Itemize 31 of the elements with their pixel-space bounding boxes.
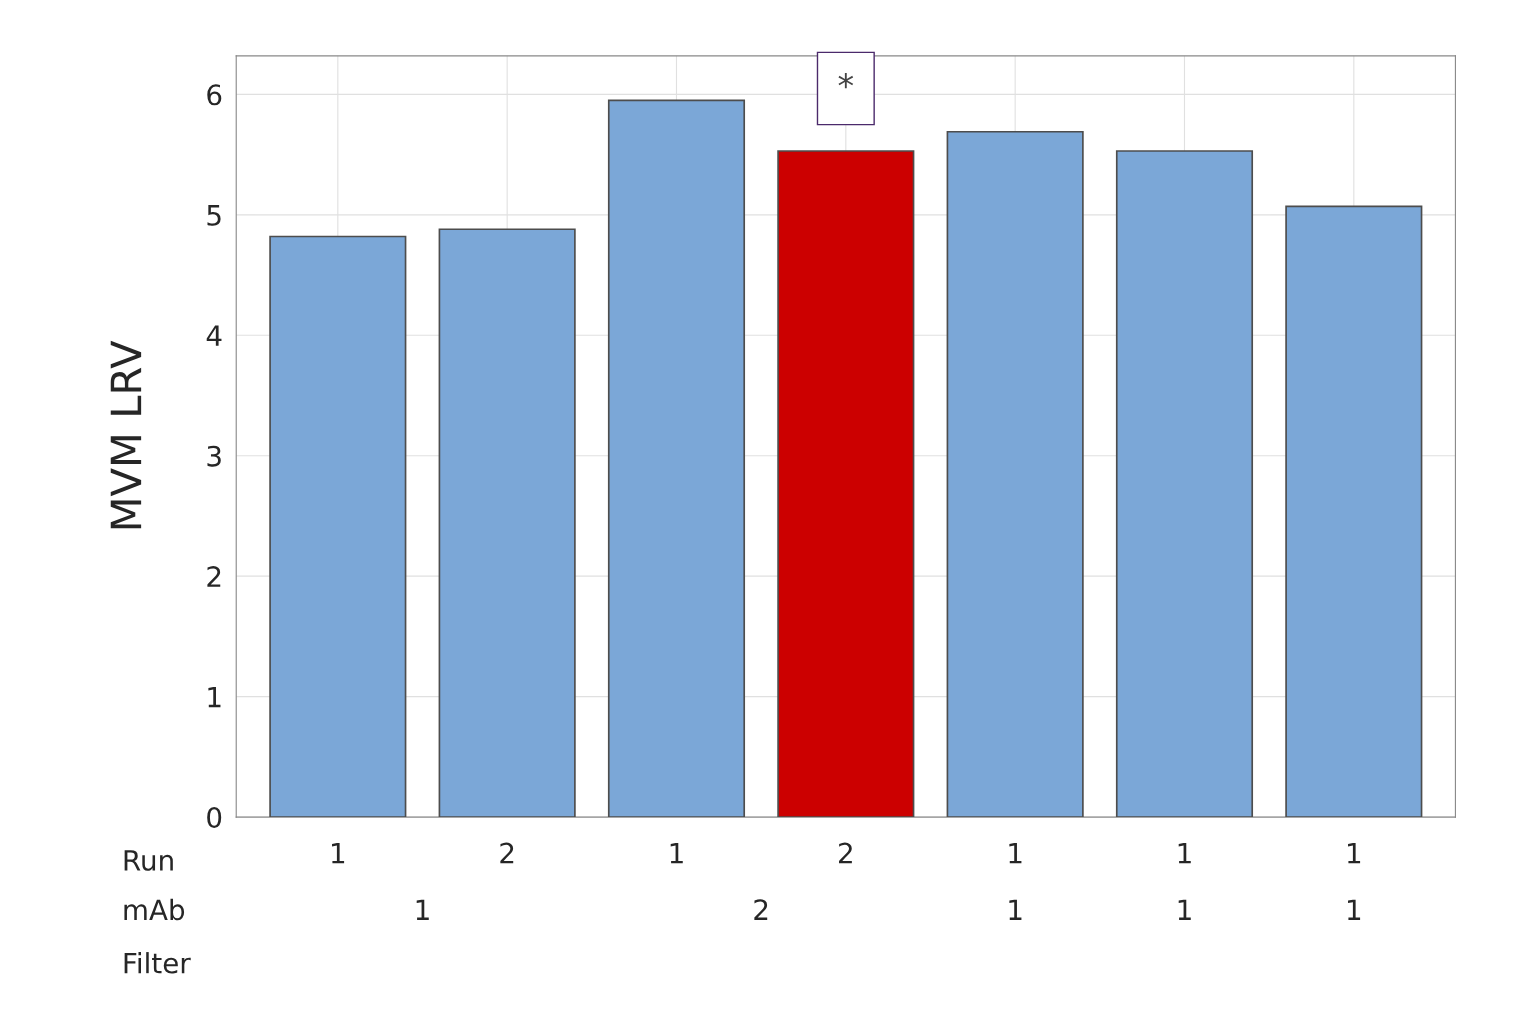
y-tick-label: 0 [207,807,222,829]
y-tick-label: 3 [207,445,221,467]
text: 1 [1178,899,1191,920]
text: 1 [416,899,429,920]
x-tick-label: 1 [1178,842,1191,864]
x-tick-label: 1 [1009,842,1022,864]
annotation: * [838,72,854,89]
x-tick-label: 1 [1348,842,1361,864]
text: 1 [1009,899,1022,920]
y-tick-label: 1 [208,686,221,708]
bar [946,130,1084,818]
text: 1 [1348,899,1361,920]
y-tick-label: 5 [207,205,221,226]
x-tick-label: 2 [839,842,852,864]
x-tick-label: 1 [670,842,683,864]
y-tick-label: 2 [207,566,221,587]
bar [269,235,407,818]
y-tick-label: 4 [206,325,222,346]
x-tick-label: 1 [332,842,345,864]
bar [1115,150,1254,818]
y-tick-label: 6 [207,84,222,106]
text: Filter [124,952,191,974]
text: mAb [124,898,185,921]
text: 2 [754,899,768,920]
text: Run [124,850,173,871]
bar [438,228,576,818]
bar [1285,205,1423,818]
bar [777,150,915,818]
x-tick-label: 2 [500,842,514,864]
y-axis-title: MVM LRV [110,340,142,529]
bar [607,99,746,818]
